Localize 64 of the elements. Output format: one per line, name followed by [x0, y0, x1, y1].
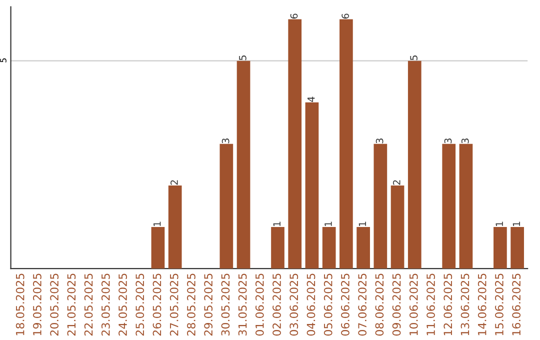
data-label: 1 — [154, 222, 161, 226]
x-tick-label: 12.06.2025 — [444, 274, 452, 336]
bar — [374, 144, 388, 269]
x-tick-label: 03.06.2025 — [290, 274, 298, 336]
x-tick-label: 15.06.2025 — [495, 274, 504, 336]
bar — [288, 19, 302, 269]
bar — [220, 144, 234, 269]
x-tick-label: 23.05.2025 — [101, 274, 110, 336]
bar — [459, 144, 473, 269]
data-label: 3 — [376, 138, 384, 144]
data-label: 1 — [324, 222, 332, 226]
bar — [442, 144, 456, 269]
bar — [510, 227, 524, 269]
x-tick-label: 01.06.2025 — [255, 274, 264, 336]
bar — [408, 60, 422, 269]
x-tick-label: 11.06.2025 — [426, 274, 435, 336]
x-tick-label: 05.06.2025 — [324, 274, 332, 336]
bar — [494, 227, 507, 269]
data-label: 1 — [496, 222, 503, 226]
x-tick-label: 07.06.2025 — [358, 274, 367, 336]
data-label: 2 — [170, 180, 178, 185]
x-tick-label: 13.06.2025 — [460, 274, 470, 336]
x-tick-label: 09.06.2025 — [392, 274, 401, 336]
bar — [340, 19, 353, 269]
data-label: 3 — [444, 138, 452, 144]
x-tick-label: 18.05.2025 — [16, 274, 24, 336]
data-label: 3 — [461, 138, 469, 144]
bar — [236, 60, 250, 269]
x-tick-label: 31.05.2025 — [238, 274, 247, 336]
x-tick-label: 24.05.2025 — [118, 274, 127, 336]
data-label: 6 — [342, 14, 350, 19]
x-tick-label: 16.06.2025 — [512, 274, 521, 336]
bar — [322, 227, 336, 269]
x-tick-label: 27.05.2025 — [170, 274, 178, 336]
x-tick-label: 22.05.2025 — [84, 274, 93, 336]
x-tick-label: 25.05.2025 — [136, 274, 144, 336]
bar — [390, 185, 404, 269]
x-tick-label: 26.05.2025 — [152, 274, 162, 336]
bar — [305, 102, 319, 269]
bar — [356, 227, 370, 269]
x-tick-label: 29.05.2025 — [204, 274, 213, 336]
bar — [271, 227, 284, 269]
x-tick-label: 10.06.2025 — [409, 274, 418, 336]
data-label: 2 — [392, 180, 400, 185]
data-label: 1 — [273, 222, 280, 226]
data-label: 6 — [290, 14, 298, 19]
data-label: 5 — [239, 55, 246, 60]
x-tick-label: 08.06.2025 — [375, 274, 384, 336]
x-tick-label: 20.05.2025 — [50, 274, 59, 336]
bar — [151, 227, 165, 269]
x-tick-label: 14.06.2025 — [478, 274, 486, 336]
x-tick-label: 06.06.2025 — [341, 274, 350, 336]
x-tick-label: 28.05.2025 — [187, 274, 196, 336]
data-label: 5 — [410, 55, 418, 60]
data-label: 4 — [308, 96, 315, 102]
data-label: 1 — [512, 222, 520, 226]
x-tick-label: 02.06.2025 — [272, 274, 281, 336]
x-tick-label: 19.05.2025 — [33, 274, 42, 336]
x-tick-label: 30.05.2025 — [221, 274, 230, 336]
x-tick-label: 04.06.2025 — [306, 274, 316, 336]
bar — [168, 185, 182, 269]
data-label: 3 — [222, 138, 230, 144]
data-label: 1 — [358, 222, 366, 226]
x-tick-label: 21.05.2025 — [67, 274, 76, 336]
